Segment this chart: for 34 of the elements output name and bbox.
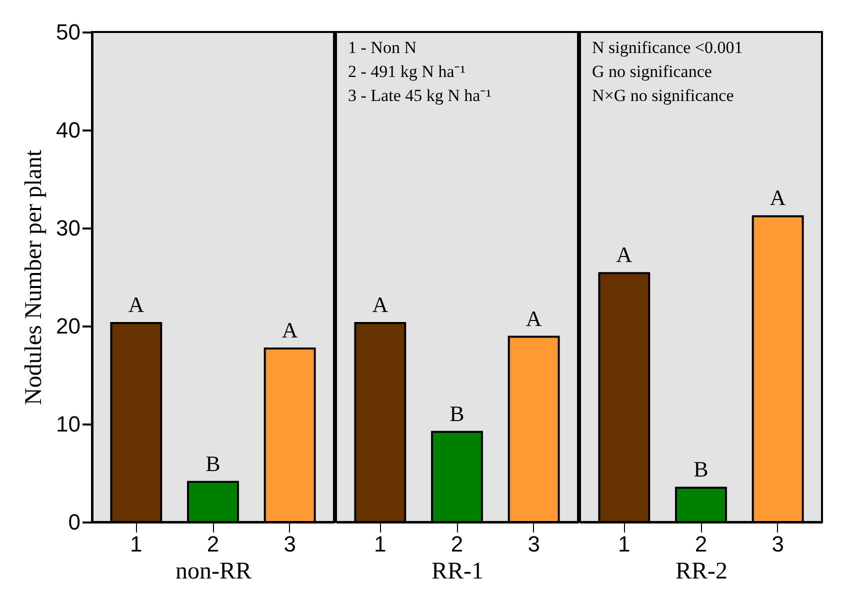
y-tick-label: 10 [56, 412, 80, 436]
x-tick-label: 2 [694, 532, 708, 556]
annotation: 3 - Late 45 kg N ha⁻¹ [348, 86, 492, 105]
x-tick-label: 1 [374, 532, 386, 556]
annotation: G no significance [592, 62, 712, 81]
y-tick-label: 50 [56, 20, 80, 44]
x-axis-title: non-RR [175, 558, 252, 584]
y-tick-label: 40 [56, 118, 80, 142]
data-label: A [526, 306, 542, 331]
x-tick-label: 2 [206, 532, 220, 556]
annotation: 1 - Non N [348, 38, 416, 57]
x-axis-title: RR-2 [675, 558, 728, 584]
x-tick-label: 1 [130, 532, 142, 556]
x-tick-label: 2 [450, 532, 464, 556]
data-label: B [450, 400, 464, 426]
x-tick-label: 1 [618, 532, 630, 556]
data-label: A [616, 242, 632, 268]
x-tick-label: 3 [528, 532, 540, 556]
x-axis-title: RR-1 [431, 558, 484, 584]
y-tick-label: 0 [68, 510, 80, 534]
data-label: A [128, 292, 144, 318]
data-label: A [770, 185, 786, 210]
y-tick-label: 20 [56, 314, 80, 338]
data-label: A [372, 292, 388, 318]
data-label: B [206, 450, 220, 476]
x-tick-label: 3 [772, 532, 784, 556]
annotation: 2 - 491 kg N ha⁻¹ [348, 62, 466, 81]
annotation: N×G no significance [592, 86, 734, 105]
annotation: N significance <0.001 [592, 38, 743, 57]
y-axis-title: Nodules Number per plant [21, 150, 48, 406]
data-label: A [282, 318, 298, 343]
data-label: B [694, 456, 708, 482]
y-tick-label: 30 [56, 216, 80, 240]
x-tick-label: 3 [284, 532, 296, 556]
